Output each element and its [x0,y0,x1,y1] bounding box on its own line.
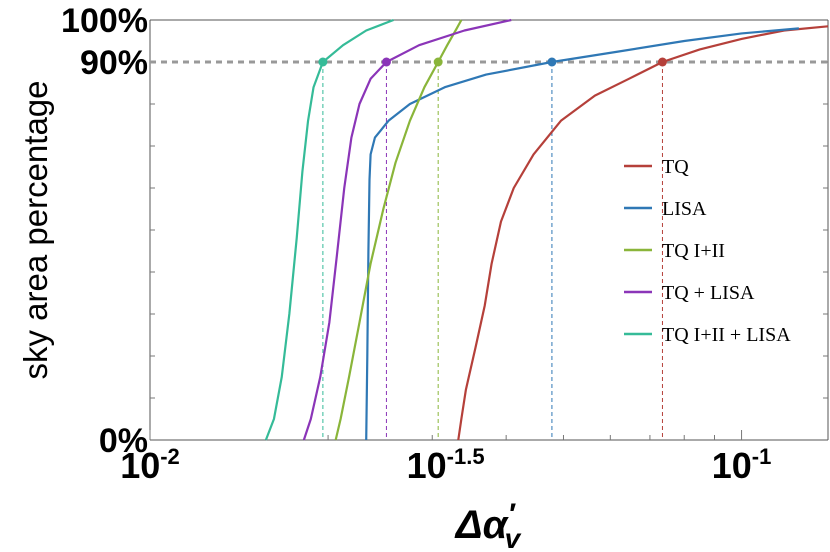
x-axis-label-prime: ′ [507,498,516,531]
x-tick-label-1: 10-1.5 [407,444,485,486]
y-tick-label-1: 90% [80,44,148,82]
series-line-0 [457,25,829,441]
y-axis-label: sky area percentage [17,80,54,379]
y-tick-label-0: 0% [99,422,148,460]
series-curves [264,18,829,441]
series-line-3 [302,18,512,441]
x-tick-labels: 10-2 10-1.5 10-1 [120,444,771,486]
marker-point-2 [433,57,443,67]
marker-point-1 [547,57,557,67]
series-line-2 [334,19,463,441]
y-tick-labels: 0% 90% 100% [61,2,148,460]
x-axis-label-main: Δα [454,503,510,547]
x-axis-label-sub: v [505,523,522,552]
legend-label-1: LISA [662,198,707,220]
legend: TQ LISA TQ I+II TQ + LISA TQ I+II + LISA [624,156,791,346]
legend-label-2: TQ I+II [662,240,725,262]
marker-point-4 [318,57,328,67]
series-line-1 [365,27,799,441]
series-line-4 [264,18,394,441]
x-tick-label-0: 10-2 [120,444,180,486]
x-tick-label-2: 10-1 [712,444,772,486]
y-tick-label-2: 100% [61,2,148,40]
legend-label-3: TQ + LISA [662,282,755,304]
series-markers [318,57,667,67]
x-axis-label: Δα′ v [454,498,522,552]
marker-point-0 [657,57,667,67]
legend-label-0: TQ [662,156,689,178]
marker-point-3 [381,57,391,67]
legend-label-4: TQ I+II + LISA [662,324,791,346]
